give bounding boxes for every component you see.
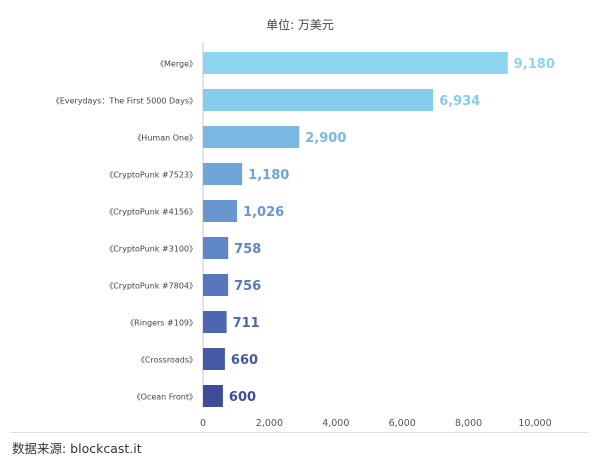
category-label: 《Crossroads》 [137, 356, 197, 365]
x-tick-label: 0 [200, 418, 206, 429]
category-label: 《CryptoPunk #7523》 [105, 171, 197, 180]
category-label: 《Ringers #109》 [126, 319, 197, 328]
bar [203, 163, 243, 185]
x-tick-label: 8,000 [455, 418, 482, 429]
category-label: 《Ocean Front》 [133, 393, 197, 402]
bar [203, 348, 225, 370]
bar-value-label: 1,180 [248, 168, 289, 183]
x-tick-label: 4,000 [322, 418, 349, 429]
bar [203, 52, 508, 74]
footer-divider [10, 432, 588, 433]
bar-value-label: 600 [229, 390, 256, 405]
chart-unit-subtitle: 单位: 万美元 [266, 18, 334, 32]
bar [203, 385, 223, 407]
bar-value-label: 6,934 [439, 94, 480, 109]
bar-value-label: 758 [234, 242, 261, 257]
bar-value-label: 756 [234, 279, 261, 294]
bar [203, 89, 434, 111]
source-note: 数据来源: blockcast.it [12, 441, 142, 456]
bar [203, 237, 229, 259]
category-label: 《CryptoPunk #7804》 [105, 282, 197, 291]
bar [203, 311, 227, 333]
bar-value-label: 711 [233, 316, 260, 331]
bar-value-label: 2,900 [305, 131, 346, 146]
bar [203, 274, 229, 296]
category-label: 《Merge》 [156, 60, 197, 69]
x-tick-label: 2,000 [256, 418, 283, 429]
bar-value-label: 660 [231, 353, 258, 368]
bar-value-label: 9,180 [514, 57, 555, 72]
category-label: 《CryptoPunk #4156》 [105, 208, 197, 217]
bar-value-label: 1,026 [243, 205, 284, 220]
bar [203, 200, 238, 222]
category-label: 《Everydays：The First 5000 Days》 [52, 97, 197, 106]
x-tick-label: 6,000 [389, 418, 416, 429]
x-tick-label: 10,000 [518, 418, 551, 429]
category-label: 《CryptoPunk #3100》 [105, 245, 197, 254]
bar [203, 126, 300, 148]
category-label: 《Human One》 [133, 134, 197, 143]
